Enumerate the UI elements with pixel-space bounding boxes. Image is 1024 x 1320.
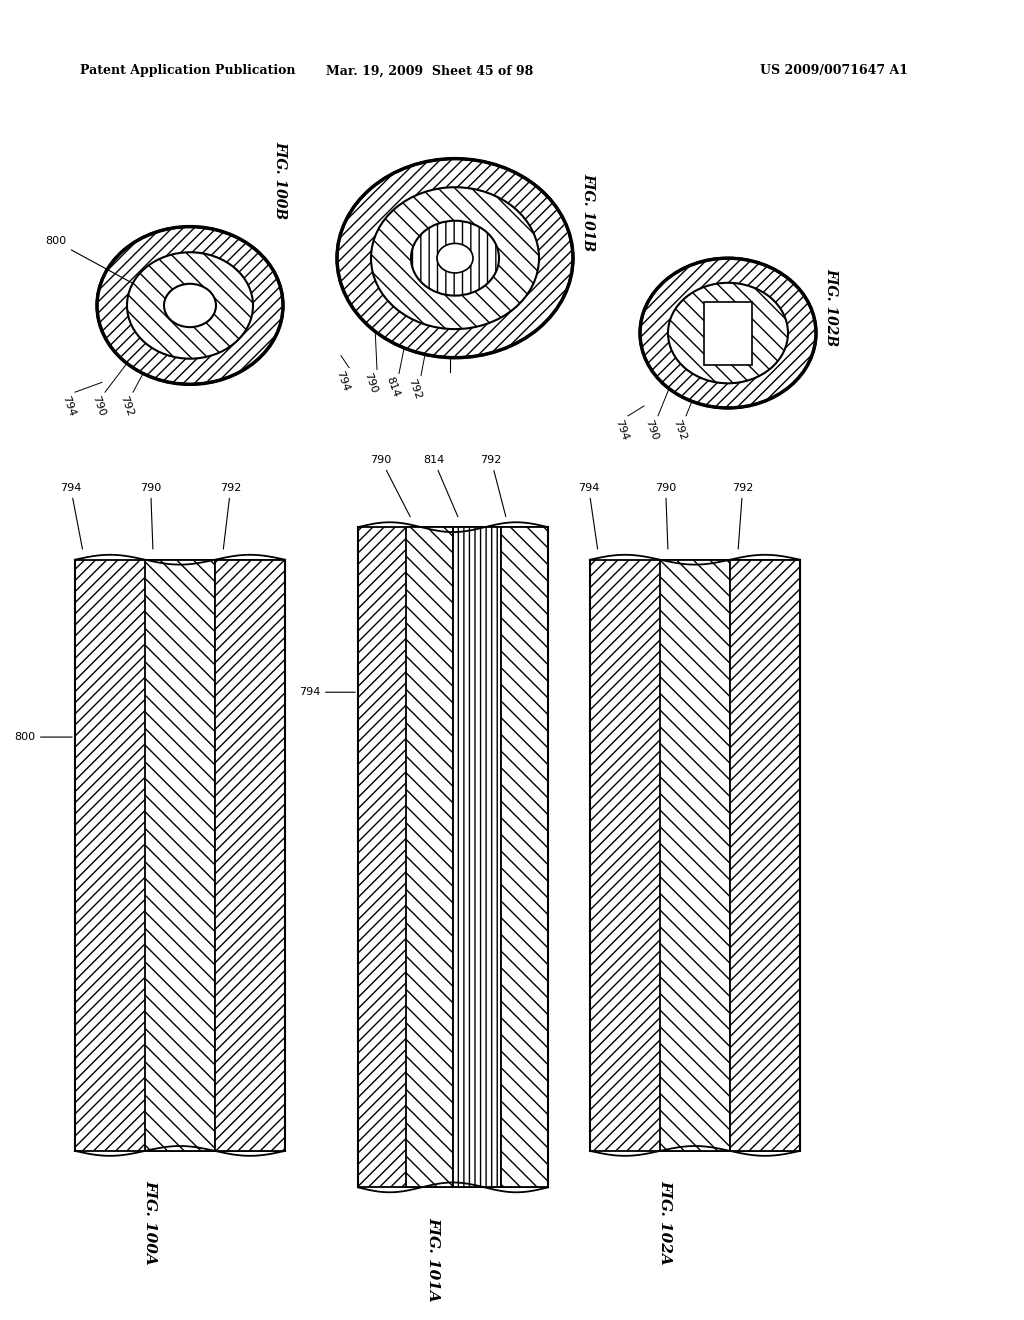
- Text: 790: 790: [644, 418, 660, 441]
- Bar: [453, 527, 501, 1188]
- Text: US 2009/0071647 A1: US 2009/0071647 A1: [760, 65, 908, 78]
- Bar: [75, 560, 285, 1151]
- Text: 790: 790: [362, 371, 379, 395]
- Bar: [730, 560, 800, 1151]
- Text: 794: 794: [613, 418, 631, 441]
- Text: FIG. 100B: FIG. 100B: [273, 141, 287, 219]
- Text: FIG. 102A: FIG. 102A: [658, 1180, 672, 1266]
- Ellipse shape: [97, 227, 283, 384]
- Ellipse shape: [164, 284, 216, 327]
- Text: 792: 792: [672, 418, 688, 441]
- Text: 800: 800: [14, 733, 73, 742]
- Bar: [358, 527, 548, 1188]
- Text: Patent Application Publication: Patent Application Publication: [80, 65, 296, 78]
- Bar: [215, 560, 285, 1151]
- Text: 790: 790: [371, 455, 411, 517]
- Text: 794: 794: [335, 370, 351, 393]
- Ellipse shape: [437, 243, 473, 273]
- Text: 790: 790: [91, 395, 108, 417]
- Text: 790: 790: [140, 483, 161, 549]
- Text: Mar. 19, 2009  Sheet 45 of 98: Mar. 19, 2009 Sheet 45 of 98: [327, 65, 534, 78]
- Bar: [590, 560, 800, 1151]
- Text: 800: 800: [45, 236, 157, 296]
- Text: 792: 792: [119, 395, 135, 417]
- Text: 794: 794: [578, 483, 599, 549]
- Bar: [406, 527, 453, 1188]
- Ellipse shape: [371, 187, 539, 329]
- Text: 814: 814: [423, 455, 458, 516]
- Text: FIG. 101B: FIG. 101B: [581, 173, 595, 252]
- Text: 814: 814: [385, 375, 401, 399]
- Bar: [705, 301, 752, 364]
- Text: FIG. 100A: FIG. 100A: [143, 1180, 157, 1266]
- Text: FIG. 101A: FIG. 101A: [426, 1217, 440, 1302]
- Text: 792: 792: [732, 483, 754, 549]
- Ellipse shape: [337, 158, 573, 358]
- Text: 792: 792: [407, 378, 423, 401]
- Text: 790: 790: [655, 483, 676, 549]
- Text: 792: 792: [480, 455, 506, 516]
- Text: 792: 792: [220, 483, 242, 549]
- Ellipse shape: [668, 282, 788, 383]
- Ellipse shape: [411, 220, 499, 296]
- Text: FIG. 102B: FIG. 102B: [824, 268, 838, 346]
- Text: 794: 794: [299, 688, 355, 697]
- Text: 794: 794: [60, 483, 83, 549]
- Text: 794: 794: [60, 395, 78, 417]
- Ellipse shape: [640, 259, 816, 408]
- Bar: [660, 560, 730, 1151]
- Bar: [501, 527, 548, 1188]
- Bar: [145, 560, 215, 1151]
- Ellipse shape: [127, 252, 253, 359]
